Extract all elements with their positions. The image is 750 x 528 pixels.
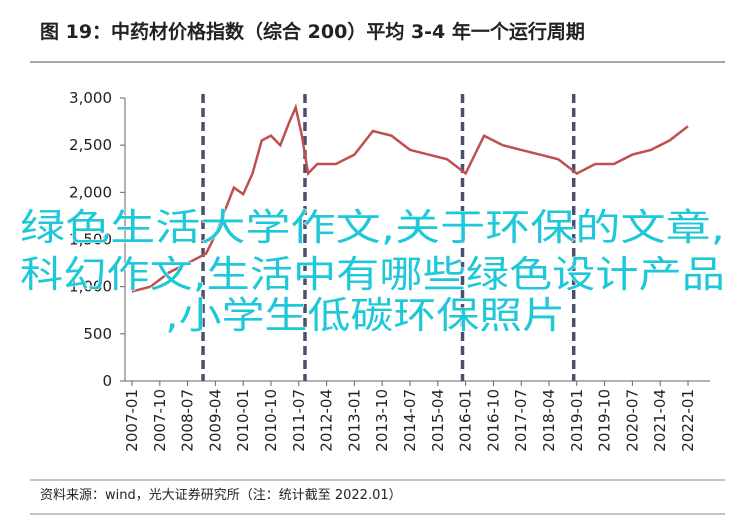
x-tick-label: 2009-04 — [206, 389, 224, 452]
overlay-text: 科幻作文,生活中有哪些绿色设计产品 — [20, 253, 725, 296]
overlay-text: ,小学生低碳环保照片 — [165, 294, 565, 337]
x-tick-label: 2013-10 — [373, 389, 391, 452]
x-tick-label: 2007-10 — [151, 389, 169, 452]
x-tick-label: 2015-04 — [429, 389, 447, 452]
x-tick-label: 2016-01 — [457, 389, 475, 452]
x-tick-label: 2017-07 — [512, 389, 530, 452]
overlay-text: 绿色生活大学作文,关于环保的文章, — [20, 206, 725, 249]
x-tick-label: 2020-07 — [623, 389, 641, 452]
x-tick-label: 2021-04 — [651, 389, 669, 452]
x-tick-label: 2010-01 — [234, 389, 252, 452]
x-tick-label: 2016-10 — [484, 389, 502, 452]
y-tick-label: 1,000 — [69, 278, 112, 296]
x-tick-label: 2012-04 — [318, 389, 336, 452]
x-tick-label: 2019-10 — [596, 389, 614, 452]
x-tick-label: 2022-01 — [679, 389, 697, 452]
x-tick-label: 2011-07 — [290, 389, 308, 452]
y-tick-label: 2,000 — [69, 183, 112, 201]
x-tick-label: 2019-01 — [568, 389, 586, 452]
y-tick-label: 1,500 — [69, 231, 112, 249]
price-line — [131, 103, 689, 293]
source: 资料来源：wind，光大证券研究所（注：统计截至 2022.01） — [40, 487, 402, 503]
x-tick-label: 2018-04 — [540, 389, 558, 452]
y-tick-label: 2,500 — [69, 136, 112, 154]
y-tick-label: 500 — [83, 325, 112, 343]
x-tick-label: 2008-07 — [179, 389, 197, 452]
x-tick-label: 2013-01 — [345, 389, 363, 452]
x-tick-label: 2007-01 — [123, 389, 141, 452]
x-tick-label: 2014-07 — [401, 389, 419, 452]
y-tick-label: 0 — [102, 372, 112, 390]
y-tick-label: 3,000 — [69, 89, 112, 107]
x-tick-label: 2010-10 — [262, 389, 280, 452]
chart-title: 图 19：中药材价格指数（综合 200）平均 3-4 年一个运行周期 — [40, 20, 585, 43]
